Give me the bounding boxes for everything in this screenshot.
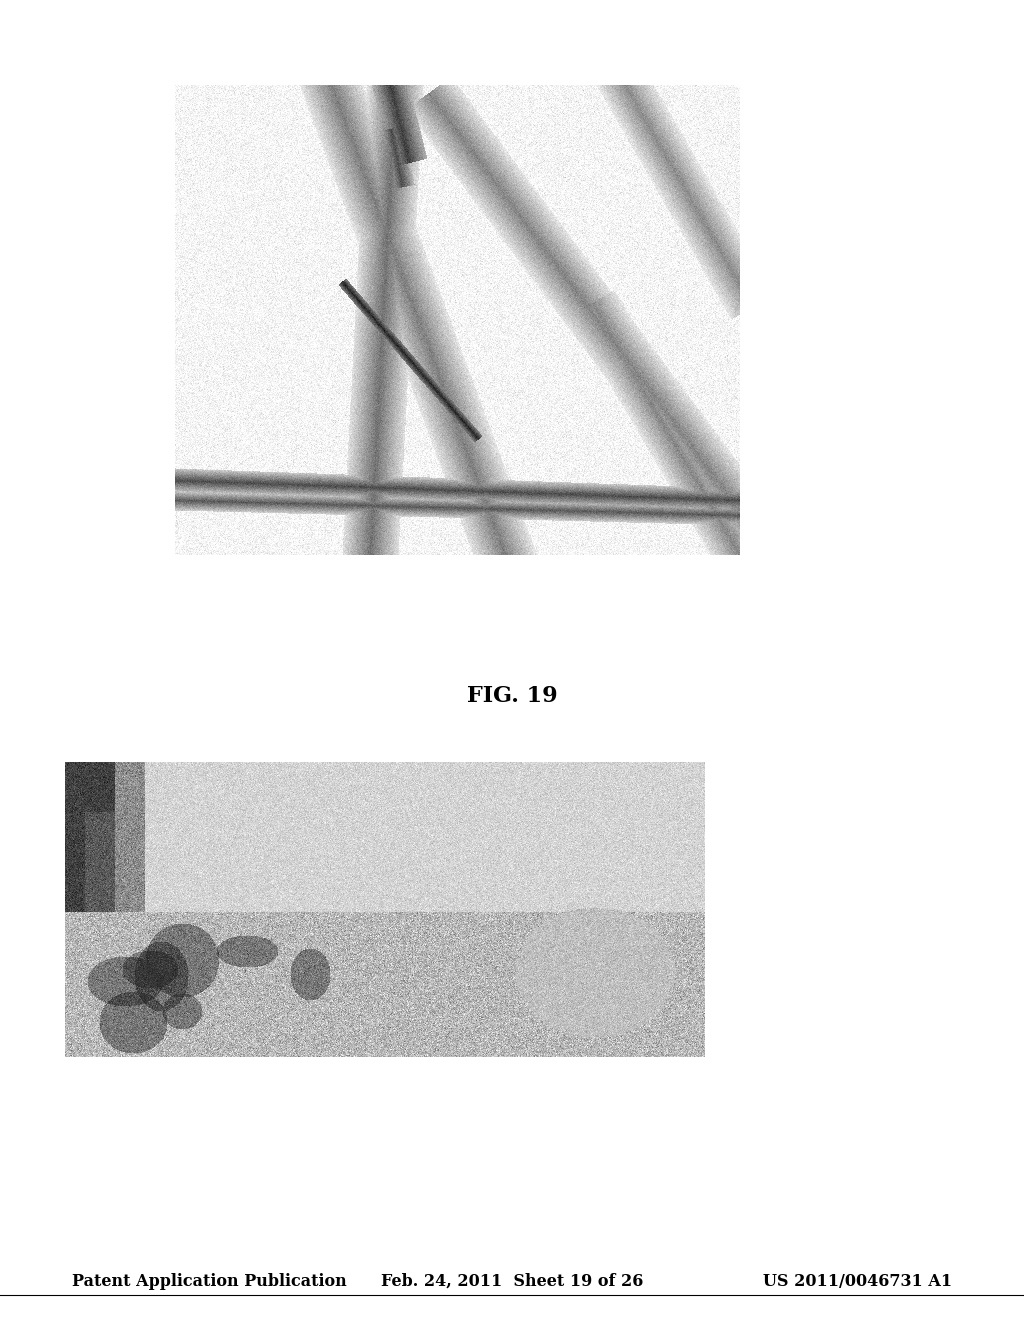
Text: external voltage supply: external voltage supply [114,780,440,801]
Text: internal induction coil: internal induction coil [124,837,422,857]
Text: Patent Application Publication: Patent Application Publication [72,1272,347,1290]
Text: wires connecting: wires connecting [180,908,368,990]
Text: US 2011/0046731 A1: US 2011/0046731 A1 [763,1272,952,1290]
Text: FIG. 19: FIG. 19 [467,685,557,706]
Text: Feb. 24, 2011  Sheet 19 of 26: Feb. 24, 2011 Sheet 19 of 26 [381,1272,643,1290]
Text: FIG. 20: FIG. 20 [467,198,557,219]
